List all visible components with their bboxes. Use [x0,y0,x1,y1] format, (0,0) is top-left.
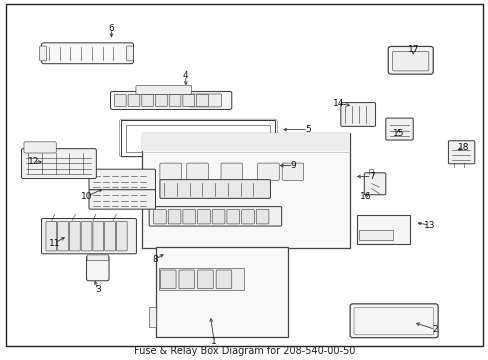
FancyBboxPatch shape [340,103,375,126]
Text: 1: 1 [211,337,217,346]
FancyBboxPatch shape [196,94,208,107]
Bar [121,120,275,156]
Bar [159,268,244,290]
FancyBboxPatch shape [81,221,92,251]
FancyBboxPatch shape [160,163,181,180]
FancyBboxPatch shape [114,94,126,107]
FancyBboxPatch shape [41,219,136,254]
FancyBboxPatch shape [153,210,166,224]
FancyBboxPatch shape [89,190,155,209]
Text: 4: 4 [183,71,188,80]
FancyBboxPatch shape [256,210,268,224]
FancyBboxPatch shape [447,141,474,164]
Text: 14: 14 [332,99,344,108]
FancyBboxPatch shape [241,210,254,224]
Text: 16: 16 [359,192,371,201]
FancyBboxPatch shape [24,142,56,153]
FancyBboxPatch shape [110,91,231,109]
FancyBboxPatch shape [40,46,46,61]
Text: 12: 12 [27,157,39,166]
FancyBboxPatch shape [385,118,412,140]
FancyBboxPatch shape [46,221,57,251]
Text: 10: 10 [81,192,93,201]
FancyBboxPatch shape [186,163,208,180]
FancyBboxPatch shape [160,180,270,198]
Bar [359,230,392,240]
Text: 3: 3 [95,285,101,294]
Bar [155,247,287,337]
Bar [356,215,409,244]
FancyBboxPatch shape [86,256,109,281]
FancyBboxPatch shape [104,221,115,251]
FancyBboxPatch shape [197,210,210,224]
Bar [142,133,349,151]
Text: 15: 15 [392,129,404,138]
FancyBboxPatch shape [89,169,155,190]
FancyBboxPatch shape [87,255,108,261]
FancyBboxPatch shape [149,207,281,226]
FancyBboxPatch shape [189,94,221,107]
FancyBboxPatch shape [226,210,239,224]
FancyBboxPatch shape [93,221,103,251]
Text: 13: 13 [423,220,434,230]
FancyBboxPatch shape [128,94,140,107]
Bar [148,307,156,327]
Text: 5: 5 [305,125,310,134]
FancyBboxPatch shape [392,51,428,71]
FancyBboxPatch shape [221,163,242,180]
Text: 7: 7 [368,172,374,181]
Text: 18: 18 [457,143,468,152]
Bar [126,125,270,152]
FancyBboxPatch shape [387,46,432,74]
FancyBboxPatch shape [41,43,133,64]
Text: 11: 11 [49,238,61,248]
FancyBboxPatch shape [197,270,213,289]
FancyBboxPatch shape [136,86,191,94]
Text: 8: 8 [152,255,158,264]
FancyBboxPatch shape [142,94,153,107]
Bar [142,133,349,248]
FancyBboxPatch shape [160,270,176,289]
FancyBboxPatch shape [21,149,96,179]
FancyBboxPatch shape [116,221,127,251]
FancyBboxPatch shape [69,221,80,251]
Text: 9: 9 [290,161,296,170]
FancyBboxPatch shape [257,163,279,180]
FancyBboxPatch shape [179,270,194,289]
FancyBboxPatch shape [364,173,385,195]
Text: 6: 6 [108,24,114,33]
FancyBboxPatch shape [183,210,195,224]
FancyBboxPatch shape [58,221,68,251]
Text: Fuse & Relay Box Diagram for 208-540-00-50: Fuse & Relay Box Diagram for 208-540-00-… [134,346,354,356]
FancyBboxPatch shape [349,304,437,338]
FancyBboxPatch shape [282,163,303,180]
Text: 2: 2 [431,325,437,334]
Text: 17: 17 [407,45,418,54]
FancyBboxPatch shape [126,46,133,61]
FancyBboxPatch shape [183,94,194,107]
FancyBboxPatch shape [168,210,181,224]
FancyBboxPatch shape [155,94,167,107]
FancyBboxPatch shape [216,270,231,289]
FancyBboxPatch shape [169,94,181,107]
FancyBboxPatch shape [212,210,224,224]
